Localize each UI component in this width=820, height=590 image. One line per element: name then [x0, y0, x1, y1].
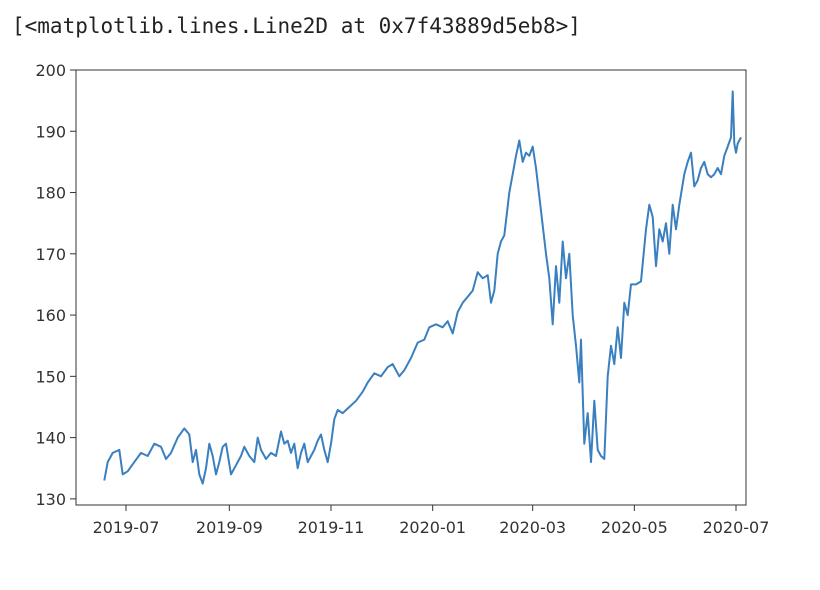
y-tick-label: 180: [35, 184, 66, 203]
y-tick-label: 190: [35, 122, 66, 141]
x-tick-label: 2019-11: [298, 518, 365, 537]
y-tick-label: 170: [35, 245, 66, 264]
y-axis: 130 140 150 160 170 180 190 200: [35, 61, 76, 509]
x-tick-label: 2020-01: [399, 518, 466, 537]
x-tick-label: 2019-07: [93, 518, 160, 537]
x-tick-label: 2020-03: [499, 518, 566, 537]
y-tick-label: 150: [35, 367, 66, 386]
y-tick-label: 130: [35, 490, 66, 509]
y-tick-label: 160: [35, 306, 66, 325]
y-tick-label: 140: [35, 429, 66, 448]
plot-area: [75, 69, 747, 506]
series-line: [103, 90, 742, 485]
cell-output-text: [<matplotlib.lines.Line2D at 0x7f43889d5…: [12, 14, 581, 38]
x-tick-label: 2020-07: [703, 518, 770, 537]
y-tick-label: 200: [35, 61, 66, 80]
x-tick-label: 2020-05: [601, 518, 668, 537]
x-tick-label: 2019-09: [196, 518, 263, 537]
x-axis: 2019-07 2019-09 2019-11 2020-01 2020-03 2020-…: [93, 505, 770, 537]
